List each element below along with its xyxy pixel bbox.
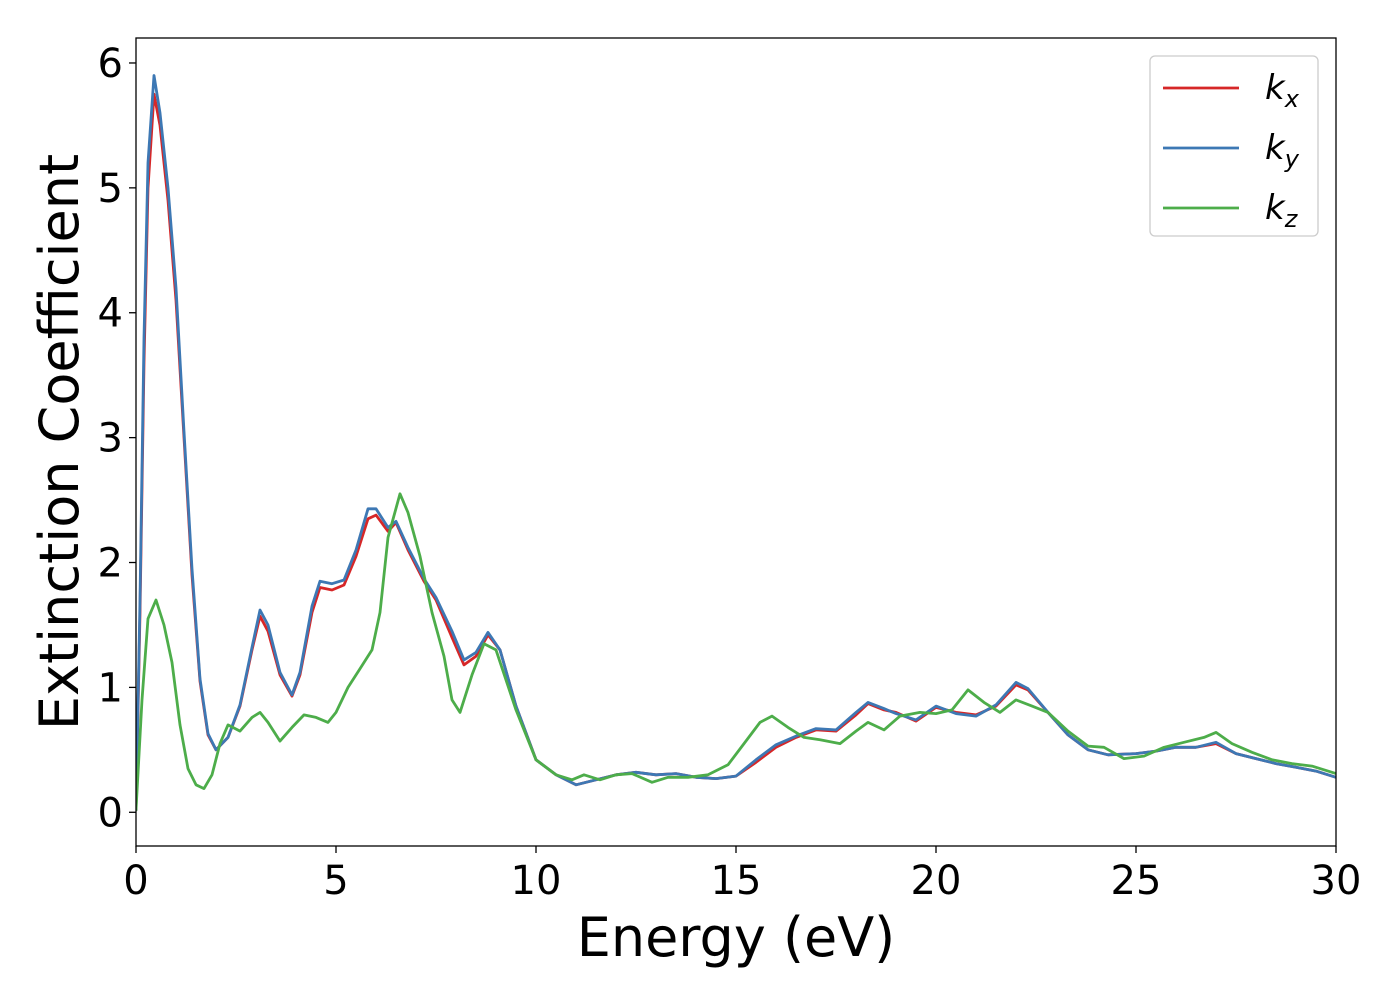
y-tick-label: 2: [98, 541, 123, 587]
y-tick-label: 5: [98, 166, 123, 212]
series-lines: [136, 74, 1336, 812]
y-tick-label: 4: [98, 291, 123, 337]
x-tick-label: 10: [511, 858, 562, 904]
y-tick-label: 6: [98, 41, 123, 87]
x-axis-ticks: 0 5 10 15 20 25 30: [123, 846, 1361, 904]
y-tick-label: 1: [98, 665, 123, 711]
series-line-k-z: [136, 492, 1336, 812]
x-tick-label: 30: [1311, 858, 1362, 904]
y-tick-label: 3: [98, 416, 123, 462]
x-axis-title: Energy (eV): [577, 906, 896, 969]
x-tick-label: 0: [123, 858, 148, 904]
x-tick-label: 15: [711, 858, 762, 904]
x-tick-label: 20: [911, 858, 962, 904]
legend-box: [1149, 55, 1319, 237]
y-axis-ticks: 0 1 2 3 4 5 6: [98, 41, 136, 836]
x-tick-label: 25: [1111, 858, 1162, 904]
legend-item-k-z: kz: [1163, 188, 1299, 233]
x-tick-label: 5: [323, 858, 348, 904]
y-axis-title: Extinction Coefficient: [28, 154, 91, 730]
legend-label: kz: [1265, 188, 1299, 233]
y-tick-label: 0: [98, 790, 123, 836]
